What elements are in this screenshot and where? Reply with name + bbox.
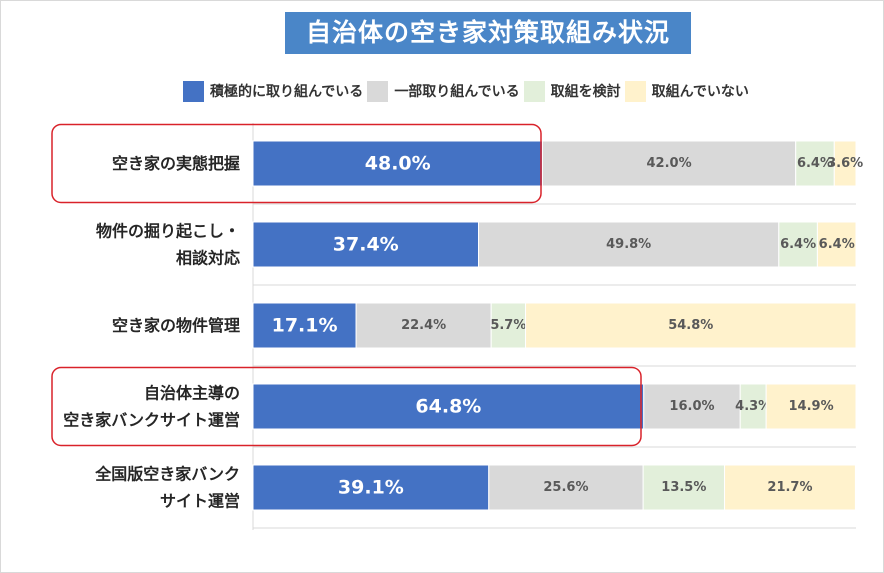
data-label: 42.0% (647, 156, 692, 171)
data-label: 22.4% (401, 318, 446, 333)
data-label: 48.0% (365, 153, 431, 175)
bar-segment (833, 140, 857, 187)
bar-segment (541, 140, 797, 187)
bar-segment (642, 464, 726, 511)
bar-segment (739, 383, 767, 430)
category-label: 空き家バンクサイト運営 (63, 411, 240, 430)
data-label: 14.9% (789, 399, 834, 414)
bar-segment (490, 302, 527, 349)
bar-segment (252, 140, 543, 187)
legend-swatch (367, 80, 389, 102)
bar-segment (643, 383, 741, 430)
data-label: 6.4% (819, 237, 855, 252)
category-label: 自治体主導の (144, 384, 240, 403)
category-label: サイト運営 (160, 492, 240, 511)
data-label: 16.0% (669, 399, 714, 414)
data-label: 39.1% (338, 477, 404, 499)
category-label: 相談対応 (176, 249, 240, 268)
category-label: 全国版空き家バンク (94, 465, 240, 484)
data-label: 13.5% (661, 480, 706, 495)
legend-item: 取組を検討 (523, 80, 621, 102)
bar-segment (252, 302, 357, 349)
bar-segment (355, 302, 492, 349)
bar-segment (765, 383, 857, 430)
highlight-box (51, 123, 542, 204)
legend-label: 取組んでいない (651, 84, 749, 100)
legend-label: 積極的に取り組んでいる (210, 84, 364, 100)
data-label: 3.6% (827, 156, 863, 171)
category-label: 空き家の実態把握 (112, 154, 240, 173)
legend-label: 一部取り組んでいる (394, 84, 520, 100)
data-label: 6.4% (780, 237, 816, 252)
chart-title: 自治体の空き家対策取組み状況 (285, 12, 691, 54)
data-label: 54.8% (668, 318, 713, 333)
legend-swatch (183, 80, 204, 102)
bar-segment (478, 221, 780, 268)
bar-segment (816, 221, 857, 268)
bar-segment (724, 464, 856, 511)
legend-swatch (624, 80, 646, 102)
data-label: 17.1% (272, 315, 338, 337)
legend-item: 積極的に取り組んでいる (183, 80, 364, 102)
data-label: 21.7% (767, 480, 812, 495)
bar-segment (778, 221, 818, 268)
data-label: 49.8% (606, 237, 651, 252)
chart-legend: 積極的に取り組んでいる 一部取り組んでいる 取組を検討 取組んでいない (183, 79, 753, 103)
data-label: 25.6% (543, 480, 588, 495)
data-label: 64.8% (415, 396, 481, 418)
highlight-box (51, 366, 642, 447)
legend-item: 一部取り組んでいる (367, 80, 520, 102)
data-label: 4.3% (735, 399, 771, 414)
bar-segment (525, 302, 857, 349)
data-label: 37.4% (333, 234, 399, 256)
bar-segment (252, 383, 645, 430)
legend-item: 取組んでいない (624, 80, 749, 102)
bar-segment (252, 221, 480, 268)
legend-swatch (523, 80, 545, 102)
data-label: 6.4% (797, 156, 833, 171)
legend-label: 取組を検討 (550, 84, 621, 100)
bar-segment (488, 464, 644, 511)
data-label: 5.7% (490, 318, 526, 333)
category-label: 空き家の物件管理 (112, 316, 240, 335)
category-label: 物件の掘り起こし・ (96, 222, 240, 241)
bar-segment (252, 464, 490, 511)
